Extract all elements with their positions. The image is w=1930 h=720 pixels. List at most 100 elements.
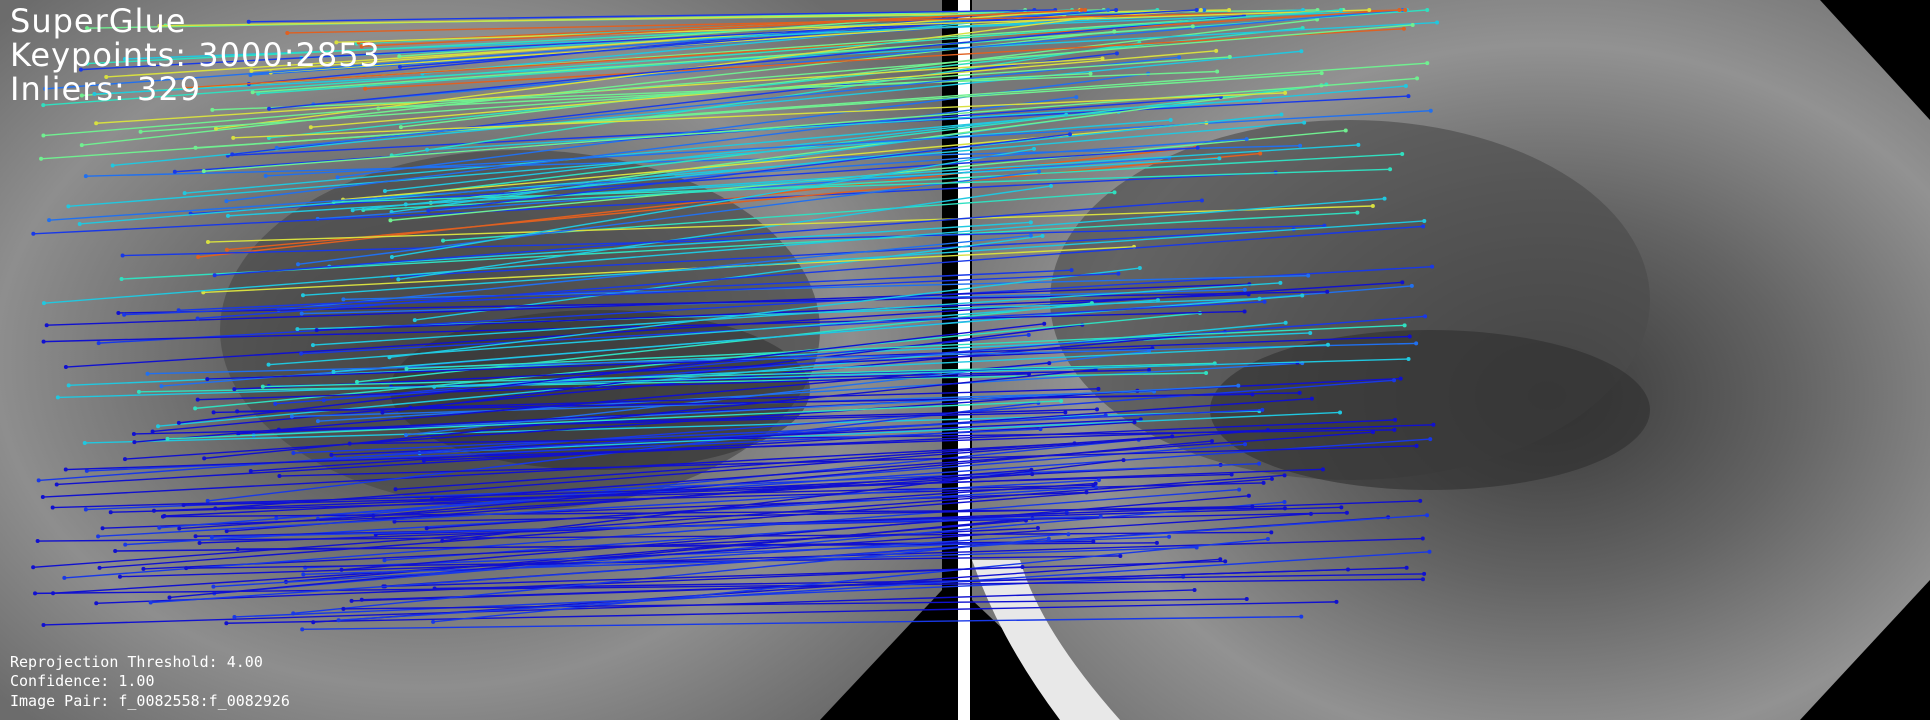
keypoint-dot [1428, 437, 1433, 442]
keypoint-dot [79, 93, 84, 98]
keypoint-dot [138, 129, 143, 134]
keypoint-dot [66, 383, 71, 388]
keypoint-dot [441, 238, 446, 243]
keypoint-dot [84, 468, 89, 473]
match-line [252, 25, 1193, 93]
match-line [433, 538, 1268, 623]
keypoint-dot [1409, 283, 1414, 288]
keypoint-dot [354, 379, 359, 384]
keypoint-dot [260, 384, 265, 389]
keypoint-dot [66, 204, 71, 209]
keypoint-dot [1339, 505, 1344, 510]
match-line [278, 408, 1098, 431]
keypoint-dot [1425, 8, 1430, 12]
keypoint-dot [224, 529, 229, 534]
match-line [343, 598, 1247, 610]
match-line [341, 495, 1249, 571]
keypoint-dot [63, 365, 68, 370]
keypoint-dot [1282, 506, 1287, 511]
match-line [391, 228, 1294, 278]
match-line [268, 15, 1244, 110]
keypoint-dot [404, 366, 409, 371]
keypoint-dot [43, 86, 48, 91]
keypoint-dot [1414, 443, 1419, 448]
keypoint-dot [196, 255, 201, 260]
keypoint-dot [1420, 577, 1425, 582]
keypoint-dot [274, 145, 279, 150]
keypoint-dot [232, 614, 237, 619]
keypoint-dot [1258, 151, 1263, 156]
keypoint-dot [151, 508, 156, 513]
match-line [248, 9, 1056, 23]
keypoint-dot [1356, 142, 1361, 147]
keypoint-dot [1382, 196, 1387, 201]
match-line [215, 429, 1268, 510]
keypoint-dot [1423, 314, 1428, 319]
keypoint-dot [181, 503, 186, 508]
keypoint-dot [1421, 224, 1426, 229]
match-line [361, 9, 1082, 48]
keypoint-dot [132, 440, 137, 445]
keypoint-dot [382, 188, 387, 193]
keypoint-dot [331, 369, 336, 374]
match-line [122, 224, 1325, 257]
match-line [291, 390, 1155, 418]
keypoint-dot [1343, 128, 1348, 133]
keypoint-dot [136, 389, 141, 394]
keypoint-dot [300, 627, 305, 632]
keypoint-dot [176, 420, 181, 425]
keypoint-dot [1121, 458, 1126, 463]
keypoint-dot [1407, 334, 1412, 339]
keypoint-dot [122, 56, 127, 61]
keypoint-dot [1414, 341, 1419, 346]
keypoint-dot [1035, 526, 1040, 531]
keypoint-dot [296, 262, 301, 267]
keypoint-dot [1282, 473, 1287, 478]
match-line [317, 157, 1170, 220]
keypoint-dot [295, 327, 300, 332]
inliers-label: Inliers: 329 [10, 70, 202, 108]
keypoint-dot [77, 221, 82, 226]
keypoint-dot [33, 591, 38, 596]
match-line [434, 344, 1329, 388]
match-line [422, 14, 1057, 75]
match-line [65, 424, 1434, 471]
keypoint-dot [277, 474, 282, 479]
keypoint-dot [51, 591, 56, 596]
keypoint-dot [1046, 536, 1051, 541]
keypoint-dot [266, 362, 271, 367]
keypoint-dot [363, 86, 368, 91]
keypoint-dot [1393, 417, 1398, 422]
keypoint-dot [1430, 264, 1435, 269]
keypoint-dot [1059, 398, 1064, 403]
keypoint-dot [300, 293, 305, 298]
keypoint-dot [165, 436, 170, 441]
keypoint-dot [329, 452, 334, 457]
keypoint-dot [1261, 480, 1266, 485]
keypoint-dot [1195, 145, 1200, 150]
keypoint-dot [96, 341, 101, 346]
keypoint-dot [1242, 309, 1247, 314]
keypoint-dot [1132, 420, 1137, 425]
keypoint-dot [1422, 571, 1427, 576]
keypoint-dot [289, 414, 294, 419]
match-line [35, 578, 1423, 595]
keypoint-dot [336, 618, 341, 623]
keypoint-dot [197, 540, 202, 545]
keypoint-dot [421, 458, 426, 463]
keypoint-dot [1202, 8, 1207, 12]
keypoint-dot [1091, 539, 1096, 544]
match-line [297, 170, 1040, 265]
keypoint-dot [1168, 118, 1173, 123]
match-line [391, 148, 1035, 258]
keypoint-dot [387, 355, 392, 360]
keypoint-dot [79, 143, 84, 148]
match-line [419, 411, 1341, 454]
match-line [174, 96, 1221, 173]
keypoint-dot [1079, 8, 1084, 12]
keypoint-dot [388, 218, 393, 223]
keypoint-dot [1297, 390, 1302, 395]
match-line [276, 56, 1180, 149]
keypoint-dot [193, 534, 198, 539]
